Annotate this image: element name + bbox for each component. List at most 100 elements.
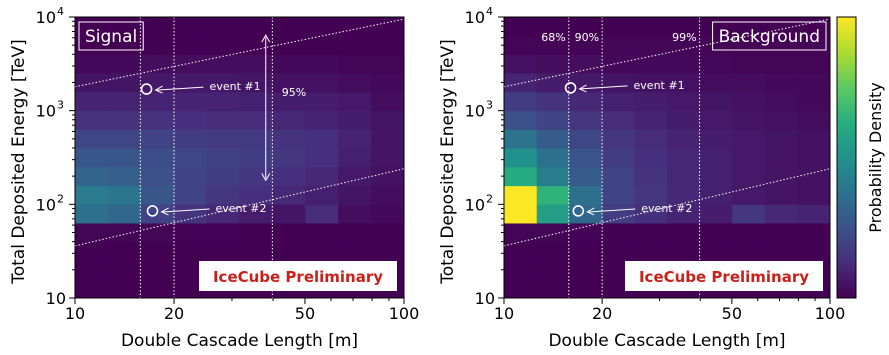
heatmap-cell	[108, 91, 141, 112]
heatmap-cell	[536, 129, 570, 149]
heatmap-cell	[504, 54, 538, 74]
heatmap-cell	[568, 260, 603, 280]
heatmap-cell	[764, 241, 798, 261]
heatmap-cell	[108, 260, 141, 280]
heatmap-cell	[602, 110, 635, 130]
heatmap-cell	[568, 166, 603, 187]
event-marker: event #1	[140, 80, 261, 95]
heatmap-cell	[108, 204, 141, 224]
heatmap-cell	[75, 110, 109, 130]
panel-title-box	[712, 21, 827, 51]
heatmap-cell	[699, 204, 733, 224]
heatmap-cell	[75, 129, 109, 149]
percentile-label: 99%	[672, 31, 696, 44]
background-panel: 68% 90% 99% event #1 event #2 Background IceCu…	[438, 5, 845, 351]
heatmap-cell	[504, 148, 538, 168]
heatmap-cell	[568, 223, 603, 243]
heatmap-cell	[666, 54, 700, 74]
heatmap-cell	[338, 148, 372, 168]
colorbar-label: Probability Density	[866, 82, 885, 233]
heatmap-cell	[206, 166, 240, 187]
heatmap-cell	[536, 17, 570, 37]
heatmap-cell	[602, 54, 635, 74]
heatmap-cell	[108, 129, 141, 149]
plot-frame	[503, 16, 831, 299]
colorbar: Probability Density	[836, 16, 885, 299]
signal-panel: 95% event #1 event #2 Signal IceCube Prelimi…	[9, 5, 419, 351]
heatmap-cell	[305, 204, 339, 224]
heatmap-cell	[536, 110, 570, 130]
heatmap-cell	[634, 54, 668, 74]
heatmap-cell	[140, 129, 175, 149]
heatmap-cell	[797, 241, 831, 261]
heatmap-cell	[666, 223, 700, 243]
heatmap-cell	[75, 260, 109, 280]
heatmap-cell	[764, 110, 798, 130]
heatmap-cell	[174, 110, 207, 130]
heatmap-cell	[140, 148, 175, 168]
heatmap-cell	[140, 73, 175, 93]
heatmap-cell	[75, 279, 109, 299]
heatmap-cell	[272, 185, 306, 205]
heatmap-cell	[504, 260, 538, 280]
heatmap-cell	[602, 148, 635, 168]
event-circle	[140, 83, 153, 95]
y-tick-label: 10	[465, 195, 485, 214]
heatmap-cell	[602, 241, 635, 261]
x-tick-label: 50	[295, 304, 315, 323]
heatmap-cell	[764, 148, 798, 168]
y-axis-label: Total Deposited Energy [TeV]	[9, 39, 29, 285]
heatmap-cell	[797, 223, 831, 243]
heatmap-cell	[239, 129, 273, 149]
heatmap-cell	[305, 148, 339, 168]
panel-title-box	[78, 21, 144, 51]
heatmap-cell	[536, 166, 570, 187]
heatmap-cell	[338, 91, 372, 112]
heatmap-cell	[666, 17, 700, 37]
axis-ticks	[69, 16, 405, 304]
y-tick-exponent: 4	[486, 5, 493, 18]
heatmap-cell	[239, 241, 273, 261]
event-label: event #2	[215, 202, 266, 215]
y-tick-label: 10	[465, 102, 485, 121]
heatmap-cell	[732, 204, 766, 224]
heatmap-cell	[568, 91, 603, 112]
heatmap-cell	[764, 185, 798, 205]
heatmap-cell	[206, 17, 240, 37]
heatmap-cell	[732, 91, 766, 112]
heatmap-cell	[371, 17, 405, 37]
heatmap-cell	[272, 91, 306, 112]
heatmap-cell	[174, 148, 207, 168]
heatmap-cell	[602, 17, 635, 37]
heatmap-cell	[536, 35, 570, 55]
heatmap-cell	[174, 17, 207, 37]
heatmap-cell	[75, 185, 109, 205]
heatmap-cell	[75, 91, 109, 112]
heatmap-cell	[108, 279, 141, 299]
heatmap-cell	[764, 54, 798, 74]
heatmap-cell	[174, 129, 207, 149]
heatmap-cell	[75, 54, 109, 74]
heatmap-cell	[140, 223, 175, 243]
event-arrow-head	[154, 85, 163, 94]
heatmap-cell	[75, 166, 109, 187]
heatmap-cell	[272, 73, 306, 93]
heatmap-cell	[239, 91, 273, 112]
heatmap-cell	[174, 223, 207, 243]
heatmap-cell	[305, 185, 339, 205]
heatmap-cell	[504, 241, 538, 261]
heatmap-cell	[371, 204, 405, 224]
heatmap-cell	[666, 148, 700, 168]
watermark: IceCube Preliminary	[625, 261, 823, 291]
heatmap-cell	[305, 129, 339, 149]
heatmap-cell	[536, 73, 570, 93]
heatmap-cell	[174, 35, 207, 55]
heatmap-cell	[272, 35, 306, 55]
heatmap-cell	[634, 73, 668, 93]
heatmap-cell	[272, 166, 306, 187]
heatmap-cell	[272, 54, 306, 74]
heatmap-cell	[536, 204, 570, 224]
heatmap-cell	[140, 35, 175, 55]
heatmap-cell	[108, 166, 141, 187]
event-label: event #1	[634, 79, 685, 92]
